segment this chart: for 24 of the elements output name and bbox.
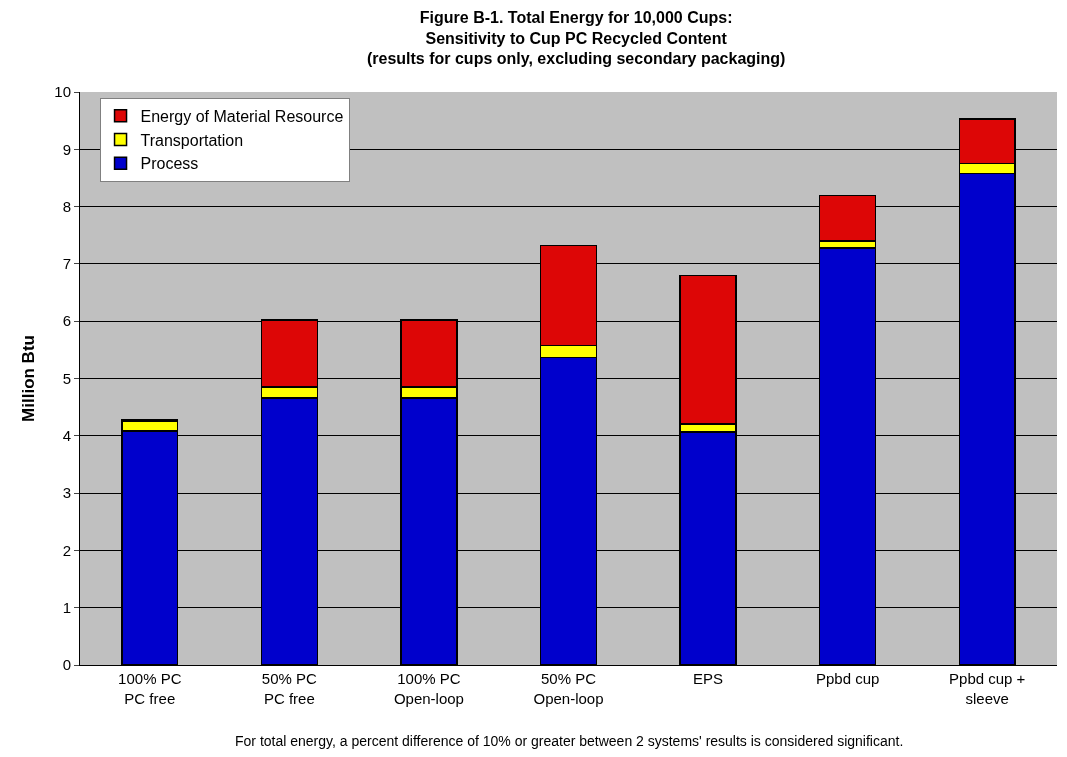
x-tick-label: Ppbd cup + sleeve — [949, 670, 1026, 707]
y-tick-label: 1 — [62, 598, 71, 616]
x-tick-label: 50% PC PC free — [261, 670, 318, 707]
y-tick-label: 3 — [62, 484, 71, 502]
chart-title: Figure B-1. Total Energy for 10,000 Cups: Sensitivity to Cup PC Recycled Content (results for cups only, excluding secondary packaging) — [366, 8, 786, 68]
legend-label: Process — [140, 155, 199, 173]
y-tick-label: 6 — [62, 312, 71, 330]
text: For total energy, a percent difference of 10% or greater between 2 systems' results is considered significant. — [235, 733, 904, 749]
legend-label: Energy of Material Resource — [140, 107, 344, 125]
y-axis-title: Million Btu — [18, 335, 38, 422]
x-tick-label: 100% PC Open-loop — [393, 670, 464, 707]
y-tick-label: 9 — [62, 140, 71, 158]
x-tick-label: 50% PC Open-loop — [533, 670, 604, 707]
x-tick-label: EPS — [693, 670, 724, 687]
y-tick-label: 2 — [62, 541, 71, 559]
y-tick-label: 8 — [62, 197, 71, 215]
legend-label: Transportation — [140, 131, 244, 149]
y-tick-label: 5 — [62, 369, 71, 387]
x-tick-label: 100% PC PC free — [118, 670, 182, 707]
x-tick-label: Ppbd cup — [815, 670, 880, 687]
y-tick-label: 0 — [62, 656, 71, 674]
y-tick-label: 7 — [62, 255, 71, 273]
y-tick-label: 4 — [62, 427, 71, 445]
y-tick-label: 10 — [54, 83, 71, 101]
